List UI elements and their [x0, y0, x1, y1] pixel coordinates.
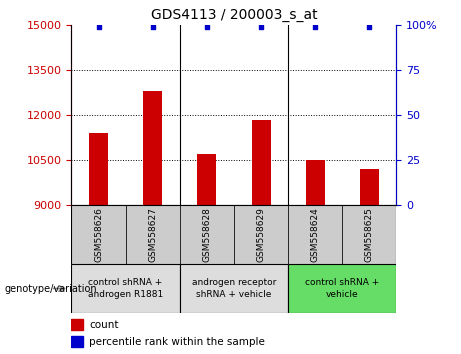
Point: [257, 24, 265, 29]
Bar: [89, 133, 108, 205]
Point: [149, 24, 156, 29]
Bar: [71, 336, 83, 347]
Bar: [71, 205, 125, 264]
Bar: [125, 205, 180, 264]
Point: [312, 24, 319, 29]
Text: GSM558627: GSM558627: [148, 207, 157, 262]
Text: GSM558628: GSM558628: [202, 207, 212, 262]
Text: GSM558626: GSM558626: [94, 207, 103, 262]
Text: GSM558625: GSM558625: [365, 207, 374, 262]
Bar: [71, 264, 180, 313]
Text: GSM558624: GSM558624: [311, 207, 320, 262]
Bar: [180, 264, 288, 313]
Text: percentile rank within the sample: percentile rank within the sample: [89, 337, 265, 347]
Bar: [288, 205, 342, 264]
Bar: [234, 205, 288, 264]
Text: GSM558629: GSM558629: [256, 207, 266, 262]
Bar: [288, 264, 396, 313]
Bar: [71, 319, 83, 330]
Title: GDS4113 / 200003_s_at: GDS4113 / 200003_s_at: [151, 8, 317, 22]
Bar: [306, 160, 325, 205]
Bar: [342, 205, 396, 264]
Bar: [197, 154, 216, 205]
Text: count: count: [89, 320, 119, 330]
Point: [203, 24, 211, 29]
Bar: [143, 91, 162, 205]
Bar: [252, 120, 271, 205]
Bar: [180, 205, 234, 264]
Text: control shRNA +
vehicle: control shRNA + vehicle: [305, 278, 379, 299]
Text: androgen receptor
shRNA + vehicle: androgen receptor shRNA + vehicle: [192, 278, 276, 299]
Point: [366, 24, 373, 29]
Point: [95, 24, 102, 29]
Bar: [360, 169, 379, 205]
Text: genotype/variation: genotype/variation: [5, 284, 97, 293]
Text: control shRNA +
androgen R1881: control shRNA + androgen R1881: [88, 278, 163, 299]
